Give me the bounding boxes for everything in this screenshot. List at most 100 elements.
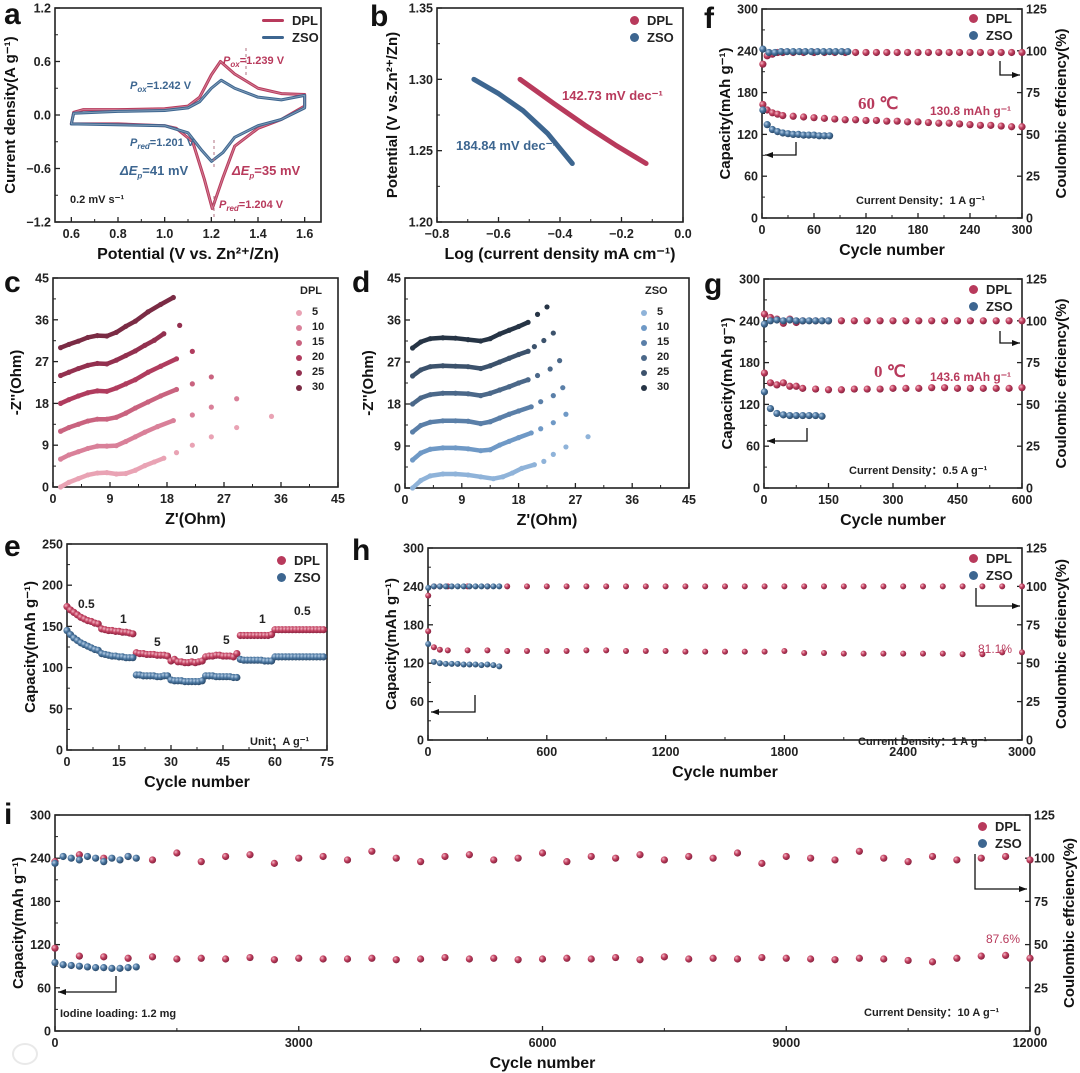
data-point-dpl-ce	[840, 583, 847, 590]
data-point-30	[145, 309, 151, 315]
data-point-dpl-capacity	[430, 644, 437, 651]
data-point-20	[113, 385, 119, 391]
data-point-dpl-capacity	[831, 115, 839, 123]
data-point-dpl-capacity	[75, 952, 83, 960]
legend-dot-dpl	[277, 556, 286, 565]
data-point-dpl-capacity	[786, 382, 794, 390]
data-point-15	[123, 410, 129, 416]
data-point-dpl	[129, 630, 137, 638]
data-point-dpl-capacity	[766, 379, 775, 387]
data-point-15	[189, 381, 195, 387]
data-point-dpl-capacity	[893, 117, 901, 125]
data-point-dpl-ce	[465, 851, 473, 859]
data-point-5	[268, 413, 275, 420]
y-tick-label: 50	[49, 702, 63, 716]
data-point-zso-ce	[430, 583, 437, 590]
data-point-15	[427, 419, 433, 425]
data-point-25	[550, 330, 556, 336]
data-point-30	[58, 345, 64, 351]
data-point-15	[440, 418, 446, 424]
y-tick-label: 1.25	[409, 144, 433, 158]
data-point-dpl-capacity	[295, 954, 303, 962]
data-point-25	[506, 355, 512, 361]
data-point-zso-capacity	[815, 132, 823, 140]
annotation-pred-dpl: Pred=1.204 V	[219, 199, 284, 214]
data-point-15	[58, 428, 64, 434]
data-point-dpl-ce	[636, 851, 644, 859]
data-point-5	[509, 470, 515, 476]
legend-dot-zso	[969, 571, 978, 580]
data-point-dpl-ce	[781, 583, 788, 590]
data-point-15	[497, 415, 503, 421]
data-point-dpl-capacity	[425, 628, 432, 635]
data-point-30	[132, 318, 138, 324]
annotation-unit: Unit：A g⁻¹	[250, 736, 310, 748]
x-axis-title: Cycle number	[840, 512, 946, 529]
data-point-30	[478, 338, 484, 344]
x-tick-label: 45	[682, 493, 696, 507]
panel-label-c: c	[4, 266, 21, 299]
x-axis-title: Z'(Ohm)	[165, 511, 226, 528]
x-tick-label: 0	[64, 755, 71, 769]
data-point-dpl-capacity	[660, 953, 668, 961]
x-tick-label: 27	[568, 493, 582, 507]
data-point-dpl-capacity	[623, 648, 629, 655]
data-point-dpl-ce	[761, 583, 768, 590]
x-tick-label: 36	[625, 493, 639, 507]
data-point-zso-capacity	[83, 963, 92, 971]
y2-tick-label: 0	[1026, 212, 1033, 226]
data-point-dpl-ce	[831, 856, 839, 864]
annotation-capacity: 143.6 mAh g⁻¹	[930, 370, 1012, 384]
y-tick-label: 9	[42, 439, 49, 453]
data-point-25	[440, 363, 446, 369]
plot-frame	[427, 547, 1023, 741]
legend-label-zso: ZSO	[986, 28, 1013, 43]
panel-b: −0.8 −0.6 −0.4 −0.2 0.0 1.20 1.25 1.30 1.35 Log (…	[384, 2, 692, 264]
y-tick-label: 45	[35, 272, 49, 286]
data-point-dpl-capacity	[966, 121, 974, 129]
legend-dot-dpl	[969, 285, 978, 294]
data-point-dpl-capacity	[821, 649, 827, 656]
x-tick-label: 27	[217, 492, 231, 506]
y-tick-label: 240	[30, 852, 51, 866]
y-tick-label: 0	[42, 481, 49, 495]
data-point-dpl-capacity	[685, 955, 693, 963]
x-tick-label: 180	[908, 223, 929, 237]
rate-label: 5	[154, 635, 161, 649]
data-point-dpl-ce	[702, 583, 709, 590]
y-tick-label: 180	[737, 86, 758, 100]
data-point-dpl-capacity	[850, 385, 858, 393]
data-point-dpl-ce	[759, 60, 767, 68]
data-point-20	[427, 392, 433, 398]
data-point-25	[132, 348, 138, 354]
legend-label: 5	[657, 306, 664, 318]
data-point-30	[75, 338, 81, 344]
legend-label-dpl: DPL	[986, 551, 1012, 566]
arrow-left-icon-head	[58, 989, 66, 995]
data-point-dpl-ce	[197, 858, 205, 866]
data-point-20	[452, 390, 459, 396]
data-point-zso-ce	[805, 317, 813, 325]
panel-i: 0 3000 6000 9000 120000601201802403000255075…	[10, 809, 1078, 1073]
annotation-current-density: Current Density：1 A g⁻¹	[858, 736, 988, 748]
data-point-dpl-ce	[893, 48, 901, 57]
y-tick-label: 300	[739, 273, 760, 287]
data-point-dpl-ce	[246, 851, 254, 859]
y-axis-title: Capacity(mAh g⁻¹)	[383, 578, 400, 710]
data-point-dpl-ce	[682, 583, 689, 590]
y2-tick-label: 125	[1034, 809, 1055, 823]
data-point-dpl-capacity	[941, 384, 949, 392]
data-point-dpl-ce	[741, 583, 748, 590]
data-point-dpl-ce	[722, 583, 728, 590]
data-point-zso-ce	[75, 856, 83, 864]
data-point-25	[525, 348, 531, 354]
data-point-zso-ce	[448, 583, 455, 590]
y-tick-label: 180	[403, 618, 424, 632]
data-point-dpl-capacity	[392, 956, 400, 964]
data-point-zso-ce	[795, 48, 803, 56]
data-point-10	[75, 449, 81, 455]
y-tick-label: 1.2	[34, 2, 51, 16]
annotation-capacity: 130.8 mAh g⁻¹	[930, 104, 1012, 118]
arrow-right-icon	[999, 331, 1020, 344]
